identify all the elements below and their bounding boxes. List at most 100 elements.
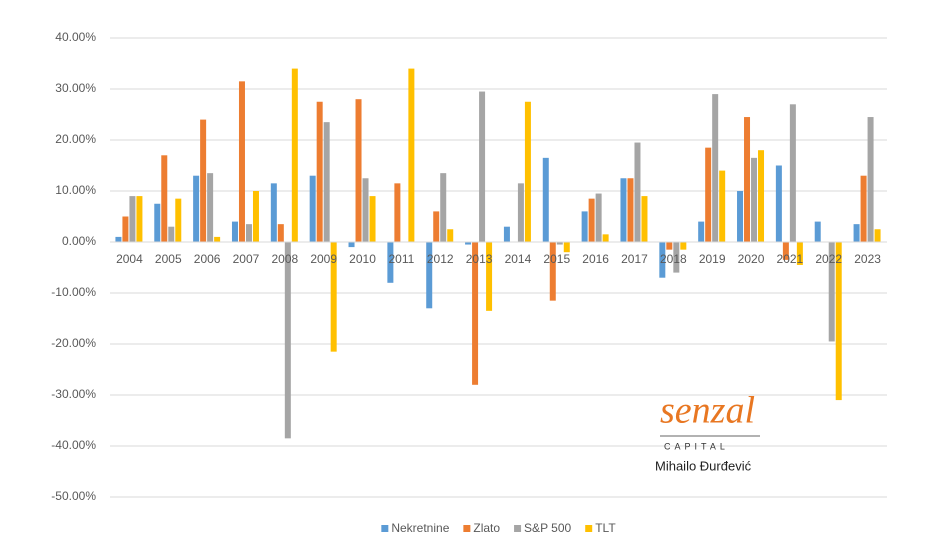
bar: [277, 224, 284, 242]
bar: [542, 157, 549, 242]
bar: [556, 242, 563, 245]
bar: [698, 221, 705, 242]
bar: [814, 221, 821, 242]
bar: [193, 175, 200, 242]
bar: [602, 234, 609, 242]
legend-label: S&P 500: [524, 521, 571, 535]
x-tick-label: 2017: [621, 252, 648, 266]
bar: [563, 242, 570, 253]
y-tick-label: -40.00%: [51, 438, 96, 452]
bar: [291, 68, 298, 242]
x-tick-label: 2009: [310, 252, 337, 266]
bar: [634, 142, 641, 242]
bar: [122, 216, 129, 242]
y-tick-label: -50.00%: [51, 489, 96, 503]
x-tick-label: 2005: [155, 252, 182, 266]
bar: [472, 242, 479, 385]
bar: [309, 175, 316, 242]
bar: [330, 242, 337, 352]
bar: [796, 242, 803, 265]
logo: senzal CAPITAL Mihailo Đurđević: [655, 390, 760, 473]
plot: -50.00% -40.00% -30.00% -20.00% -10.00% 0.00%…: [51, 30, 887, 535]
x-tick-label: 2013: [466, 252, 493, 266]
y-tick-label: 10.00%: [55, 183, 96, 197]
x-tick-label: 2015: [543, 252, 570, 266]
bar: [835, 242, 842, 401]
bar: [828, 242, 835, 342]
bar: [168, 226, 175, 242]
bar: [705, 147, 712, 242]
y-tick-label: -20.00%: [51, 336, 96, 350]
bar: [408, 68, 415, 242]
bar: [426, 242, 433, 309]
legend-label: Zlato: [473, 521, 500, 535]
bar: [775, 165, 782, 242]
y-tick-label: 0.00%: [62, 234, 96, 248]
x-tick-label: 2011: [388, 252, 414, 266]
bar: [214, 236, 221, 242]
bar: [782, 242, 789, 260]
bar: [744, 117, 751, 242]
bar: [323, 122, 330, 242]
legend-label: Nekretnine: [391, 521, 449, 535]
bar: [394, 183, 401, 242]
bar: [115, 236, 122, 242]
bar: [719, 170, 726, 242]
bar: [581, 211, 588, 242]
bar: [245, 224, 252, 242]
bar: [433, 211, 440, 242]
bar: [161, 155, 168, 242]
x-tick-label: 2007: [233, 252, 260, 266]
bar: [136, 196, 143, 242]
bar: [751, 157, 758, 242]
bar: [316, 101, 323, 242]
bar: [200, 119, 207, 242]
legend-swatch: [514, 525, 522, 532]
bar: [524, 101, 531, 242]
bar: [465, 242, 472, 245]
bar: [284, 242, 291, 439]
logo-text: senzal: [660, 390, 755, 432]
bar: [627, 178, 634, 242]
bar: [369, 196, 376, 242]
x-tick-label: 2008: [271, 252, 298, 266]
bar: [129, 196, 136, 242]
bar: [362, 178, 369, 242]
x-tick-label: 2014: [505, 252, 532, 266]
x-tick-label: 2019: [699, 252, 726, 266]
x-tick-label: 2022: [815, 252, 842, 266]
x-tick-label: 2016: [582, 252, 609, 266]
bar: [175, 198, 182, 242]
bar: [666, 242, 673, 250]
bar: [595, 193, 602, 242]
bar: [486, 242, 493, 311]
bar: [517, 183, 524, 242]
legend-swatch: [381, 525, 389, 532]
x-tick-label: 2010: [349, 252, 376, 266]
bar: [737, 191, 744, 242]
bar: [620, 178, 627, 242]
y-tick-label: -10.00%: [51, 285, 96, 299]
bar: [588, 198, 595, 242]
bar: [641, 196, 648, 242]
logo-caption: CAPITAL: [664, 441, 729, 451]
x-tick-label: 2020: [738, 252, 765, 266]
bar: [659, 242, 666, 278]
y-tick-label: 20.00%: [55, 132, 96, 146]
legend-swatch: [463, 525, 471, 532]
bar: [348, 242, 355, 248]
bar: [355, 99, 362, 242]
bar: [479, 91, 486, 242]
bar: [207, 173, 214, 242]
bar: [440, 173, 447, 242]
legend-label: TLT: [595, 521, 616, 535]
bar: [673, 242, 680, 273]
bar: [231, 221, 238, 242]
y-tick-label: 30.00%: [55, 81, 96, 95]
bar: [503, 226, 510, 242]
x-tick-label: 2018: [660, 252, 687, 266]
y-tick-label: -30.00%: [51, 387, 96, 401]
bar: [154, 203, 161, 242]
bar: [252, 191, 259, 242]
